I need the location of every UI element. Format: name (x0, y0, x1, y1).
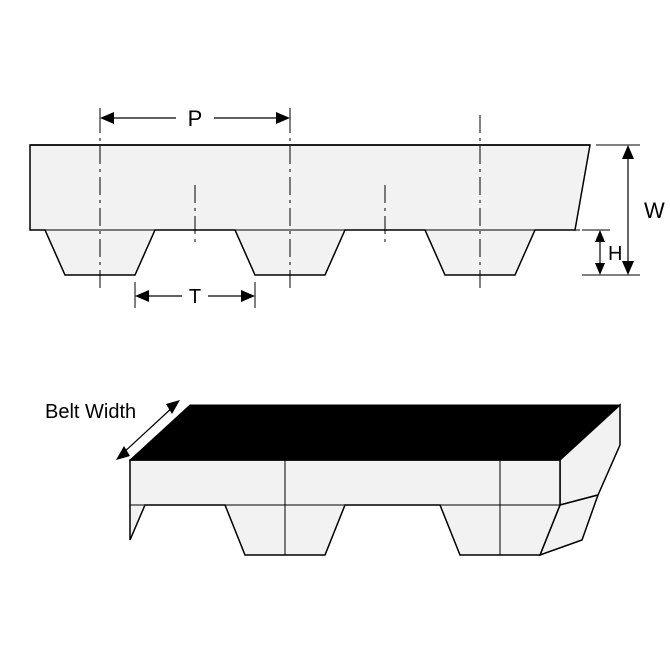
dimension-pitch: P (100, 106, 290, 131)
belt-width-label: Belt Width (45, 401, 136, 423)
belt-height-label: W (644, 198, 665, 223)
belt-front-face (130, 460, 560, 555)
tooth-height-label: H (608, 243, 622, 265)
pitch-label: P (188, 106, 203, 131)
dimension-tooth-height: H (582, 230, 622, 275)
belt-diagram: P T W H (0, 0, 670, 670)
belt-cross-section (30, 145, 590, 275)
dimension-tooth-width: T (135, 282, 255, 308)
belt-top-surface (130, 405, 620, 460)
tooth-width-label: T (189, 286, 201, 308)
bottom-isometric-view: Belt Width (45, 400, 620, 555)
dimension-belt-height: W (582, 145, 665, 275)
top-profile-view: P T W H (30, 106, 665, 308)
